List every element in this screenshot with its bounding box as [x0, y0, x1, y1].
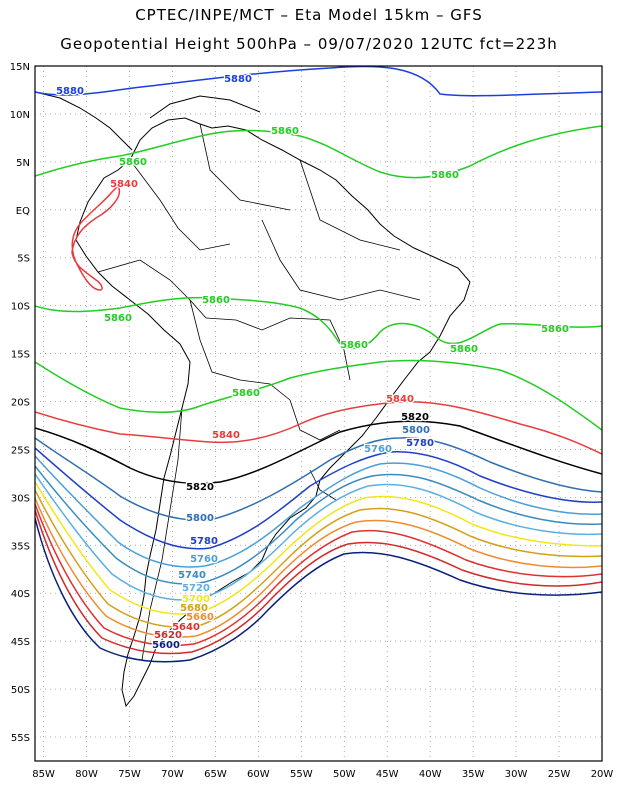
contour-5840: [71, 184, 121, 291]
coastline: [35, 91, 471, 708]
lat-label: EQ: [16, 206, 30, 217]
contour-label-5820: 5820: [401, 412, 429, 423]
central-america-coast: [35, 91, 133, 151]
contour-5840: [35, 401, 602, 455]
contour-label-5860: 5860: [431, 170, 459, 181]
contour-label-5860: 5860: [119, 157, 147, 168]
lat-label: 30S: [11, 493, 30, 504]
contour-5760: [35, 455, 602, 568]
country-borders: [97, 123, 421, 661]
contour-label-5800: 5800: [186, 513, 214, 524]
longitude-labels: 85W 80W 75W 70W 65W 60W 55W 50W 45W 40W 35W 30W 25W 2…: [32, 769, 613, 780]
lat-label: 40S: [11, 589, 30, 600]
border-peru: [97, 259, 207, 319]
lon-label: 60W: [247, 769, 270, 780]
contour-label-5640: 5640: [172, 622, 200, 633]
contour-5660: [35, 497, 602, 638]
contour-5800: [35, 437, 602, 522]
contour-label-5860: 5860: [232, 388, 260, 399]
contour-5720: [35, 473, 602, 601]
lat-label: 10N: [10, 110, 30, 121]
lon-label: 45W: [376, 769, 399, 780]
contour-label-5860: 5860: [271, 126, 299, 137]
contour-label-5860: 5860: [104, 313, 132, 324]
lon-label: 65W: [204, 769, 227, 780]
lon-label: 70W: [161, 769, 184, 780]
chart-title-line2: Geopotential Height 500hPa – 09/07/2020 …: [60, 35, 558, 53]
map-frame: [34, 65, 603, 762]
contour-label-5700: 5700: [182, 594, 210, 605]
contour-label-5620: 5620: [154, 630, 182, 641]
contour-label-5840: 5840: [110, 179, 138, 190]
contour-label-5860: 5860: [340, 340, 368, 351]
contour-5820: [35, 420, 602, 485]
latitude-labels: 15N 10N 5N EQ 5S 10S 15S 20S 25S 30S 35S 40S 45S 50S 5…: [10, 62, 30, 744]
lon-label: 85W: [32, 769, 55, 780]
contour-label-5860: 5860: [202, 295, 230, 306]
lat-label: 15S: [11, 350, 30, 361]
contour-label-5720: 5720: [182, 583, 210, 594]
contour-5700: [35, 481, 602, 615]
lat-label: 50S: [11, 685, 30, 696]
lon-label: 75W: [118, 769, 141, 780]
contour-label-5820: 5820: [186, 482, 214, 493]
contour-5600: [35, 517, 602, 663]
lon-label: 30W: [505, 769, 528, 780]
border-brazil-west: [205, 317, 351, 381]
border-venezuela: [199, 123, 291, 211]
lat-label: 35S: [11, 541, 30, 552]
chart-title-line1: CPTEC/INPE/MCT – Eta Model 15km – GFS: [135, 6, 483, 24]
contour-label-5660: 5660: [186, 612, 214, 623]
contour-5860: [35, 359, 602, 431]
lat-label: 55S: [11, 733, 30, 744]
contour-5860: [35, 296, 602, 350]
lat-label: 5S: [17, 254, 30, 265]
border-paraguay: [289, 399, 341, 441]
contour-label-5760: 5760: [190, 554, 218, 565]
contour-label-5860: 5860: [541, 324, 569, 335]
lon-label: 80W: [75, 769, 98, 780]
contour-5880: [35, 66, 602, 97]
contour-label-5840: 5840: [212, 430, 240, 441]
lon-label: 55W: [290, 769, 313, 780]
lat-label: 25S: [11, 445, 30, 456]
border-colombia: [129, 159, 231, 251]
lon-label: 35W: [462, 769, 485, 780]
contour-label-5880: 5880: [56, 86, 84, 97]
border-argentina-chile: [141, 407, 183, 661]
contour-5780: [35, 447, 602, 550]
contour-label-5880: 5880: [224, 74, 252, 85]
contour-label-5840: 5840: [386, 394, 414, 405]
caribbean-coast: [149, 95, 261, 119]
map-grid: [35, 65, 603, 761]
border-brazil-states: [261, 159, 421, 301]
contour-5640: [35, 503, 602, 647]
contour-5860: [35, 125, 602, 179]
contour-5680: [35, 489, 602, 628]
contour-label-5780: 5780: [406, 438, 434, 449]
border-bolivia: [189, 299, 291, 401]
lon-label: 20W: [591, 769, 614, 780]
contour-5620: [35, 509, 602, 655]
contour-label-5740: 5740: [178, 570, 206, 581]
south-america-coast: [75, 117, 471, 708]
lat-label: 10S: [11, 302, 30, 313]
contour-label-5600: 5600: [152, 640, 180, 651]
lon-label: 50W: [333, 769, 356, 780]
contour-label-5800: 5800: [402, 425, 430, 436]
contour-label-5860: 5860: [450, 344, 478, 355]
contour-label-5760: 5760: [364, 444, 392, 455]
lon-label: 25W: [548, 769, 571, 780]
lat-label: 20S: [11, 398, 30, 409]
lat-label: 5N: [16, 158, 30, 169]
contour-5740: [35, 465, 602, 585]
contour-label-5680: 5680: [180, 603, 208, 614]
lat-label: 45S: [11, 637, 30, 648]
lon-label: 40W: [419, 769, 442, 780]
border-uruguay: [309, 469, 337, 501]
lat-label: 15N: [10, 62, 30, 73]
contour-label-5780: 5780: [190, 536, 218, 547]
